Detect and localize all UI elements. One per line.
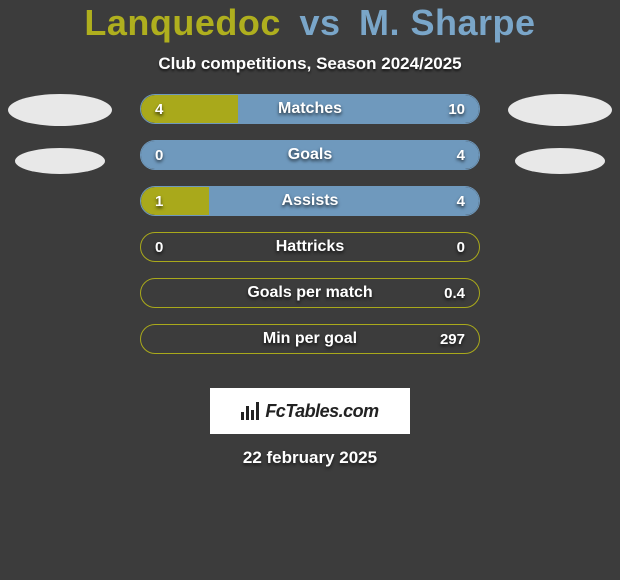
fill-left [141,95,238,123]
stat-row: 0 0Hattricks [140,232,480,262]
stat-label: Hattricks [141,233,479,261]
avatar-right [504,94,616,174]
stat-row: 297Min per goal [140,324,480,354]
fill-left [141,187,209,215]
avatar-right-ellipse-1 [508,94,612,126]
stat-value-left: 0 [141,233,177,261]
fill-right [209,187,479,215]
comparison-infographic: Lanquedoc vs M. Sharpe Club competitions… [0,2,620,580]
subtitle: Club competitions, Season 2024/2025 [0,54,620,74]
title-player2: M. Sharpe [359,2,536,43]
stat-label: Min per goal [141,325,479,353]
stat-bars: 410Matches 04Goals 14Assists 0 0Hattricks 0.4… [140,94,480,370]
stat-value-right: 297 [426,325,479,353]
stat-row: 0.4Goals per match [140,278,480,308]
title-player1: Lanquedoc [84,2,281,43]
compare-area: 410Matches 04Goals 14Assists 0 0Hattricks 0.4… [0,94,620,364]
stat-value-right: 0.4 [430,279,479,307]
stat-value-left [141,279,169,307]
stat-row: 04Goals [140,140,480,170]
fill-right [238,95,479,123]
fill-right [141,141,479,169]
avatar-left-ellipse-2 [15,148,105,174]
badge-text: FcTables.com [265,401,378,422]
stat-row: 410Matches [140,94,480,124]
avatar-left [4,94,116,174]
stat-row: 14Assists [140,186,480,216]
avatar-right-ellipse-2 [515,148,605,174]
avatar-left-ellipse-1 [8,94,112,126]
stat-label: Goals per match [141,279,479,307]
footer-date: 22 february 2025 [0,448,620,468]
stat-value-right: 0 [443,233,479,261]
fctables-badge[interactable]: FcTables.com [210,388,410,434]
page-title: Lanquedoc vs M. Sharpe [0,2,620,44]
stat-value-left [141,325,169,353]
bar-chart-icon [241,402,259,420]
title-vs: vs [299,2,340,43]
